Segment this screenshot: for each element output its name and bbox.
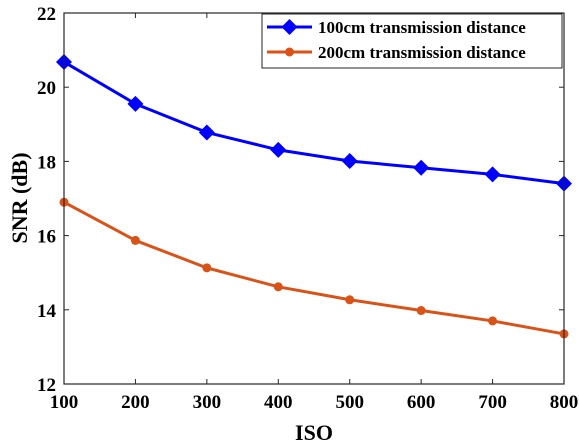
legend-box (261, 13, 563, 69)
series-layer (56, 53, 572, 339)
series-1-point (484, 166, 501, 183)
legend-diamond-icon (281, 19, 298, 35)
series-line-2 (63, 200, 565, 336)
x-tick-label: 200 (121, 392, 150, 413)
series-1-point (198, 124, 215, 141)
y-tick-label: 14 (37, 301, 57, 322)
series-2-point (416, 306, 426, 316)
series-2-point (345, 295, 355, 305)
x-tick-label: 300 (193, 392, 222, 413)
plot-area (64, 13, 564, 384)
series-1-point (341, 153, 358, 170)
x-tick-label: 100 (50, 392, 79, 413)
legend: 100cm transmission distance 200cm transm… (261, 13, 563, 69)
x-tick-label: 600 (407, 392, 436, 413)
series-1-point (127, 95, 144, 112)
y-tick-label: 16 (37, 227, 56, 248)
x-tick-label: 500 (335, 392, 364, 413)
x-axis-title: ISO (295, 420, 333, 445)
x-tick-label: 800 (550, 392, 579, 413)
series-2-point (488, 316, 498, 326)
series-1-point (270, 141, 287, 158)
y-tick-label: 22 (37, 4, 56, 25)
x-tick-label: 700 (478, 392, 507, 413)
x-tick-label: 400 (264, 392, 293, 413)
series-2-point (202, 263, 212, 273)
axes-box (63, 12, 565, 385)
y-tick-label: 12 (37, 375, 56, 396)
x-axis: 100 200 300 400 500 600 700 800 (50, 13, 579, 413)
series-line-1 (63, 60, 565, 186)
legend-label-1: 100cm transmission distance (318, 18, 526, 37)
y-tick-label: 18 (37, 152, 56, 173)
y-axis: 12 14 16 18 20 22 (37, 4, 564, 396)
legend-circle-icon (285, 47, 294, 57)
series-2-point (273, 282, 283, 292)
legend-label-2: 200cm transmission distance (318, 43, 526, 62)
series-1-point (413, 159, 430, 176)
y-axis-title: SNR (dB) (7, 152, 32, 243)
series-2-point (130, 235, 140, 245)
y-tick-label: 20 (37, 78, 56, 99)
